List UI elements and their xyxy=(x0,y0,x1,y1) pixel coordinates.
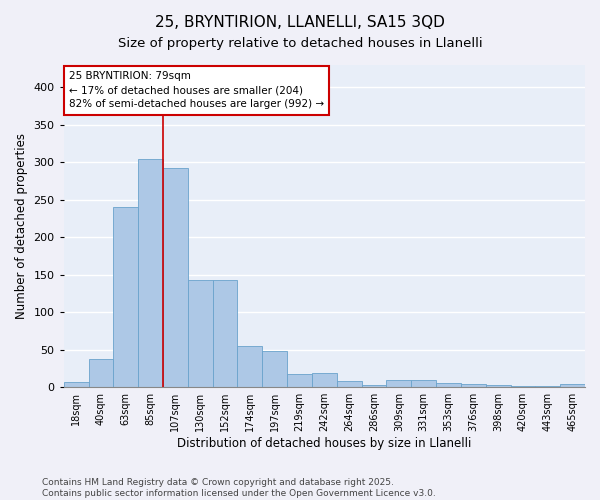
Bar xyxy=(386,380,411,387)
Bar xyxy=(337,381,362,387)
Bar xyxy=(362,385,386,387)
Bar xyxy=(535,386,560,387)
Y-axis label: Number of detached properties: Number of detached properties xyxy=(15,133,28,319)
Bar xyxy=(511,386,535,387)
Bar xyxy=(287,374,312,387)
Text: Contains HM Land Registry data © Crown copyright and database right 2025.
Contai: Contains HM Land Registry data © Crown c… xyxy=(42,478,436,498)
Bar xyxy=(262,351,287,387)
Bar xyxy=(461,384,486,387)
Bar xyxy=(64,382,89,387)
Text: Size of property relative to detached houses in Llanelli: Size of property relative to detached ho… xyxy=(118,38,482,51)
Bar xyxy=(212,280,238,387)
Bar xyxy=(188,280,212,387)
Bar xyxy=(436,384,461,387)
Bar xyxy=(163,168,188,387)
Bar xyxy=(312,373,337,387)
Bar xyxy=(560,384,585,387)
Text: 25 BRYNTIRION: 79sqm
← 17% of detached houses are smaller (204)
82% of semi-deta: 25 BRYNTIRION: 79sqm ← 17% of detached h… xyxy=(69,72,324,110)
X-axis label: Distribution of detached houses by size in Llanelli: Distribution of detached houses by size … xyxy=(177,437,472,450)
Bar xyxy=(138,158,163,387)
Bar xyxy=(486,385,511,387)
Bar xyxy=(113,208,138,387)
Text: 25, BRYNTIRION, LLANELLI, SA15 3QD: 25, BRYNTIRION, LLANELLI, SA15 3QD xyxy=(155,15,445,30)
Bar xyxy=(238,346,262,387)
Bar xyxy=(89,358,113,387)
Bar xyxy=(411,380,436,387)
